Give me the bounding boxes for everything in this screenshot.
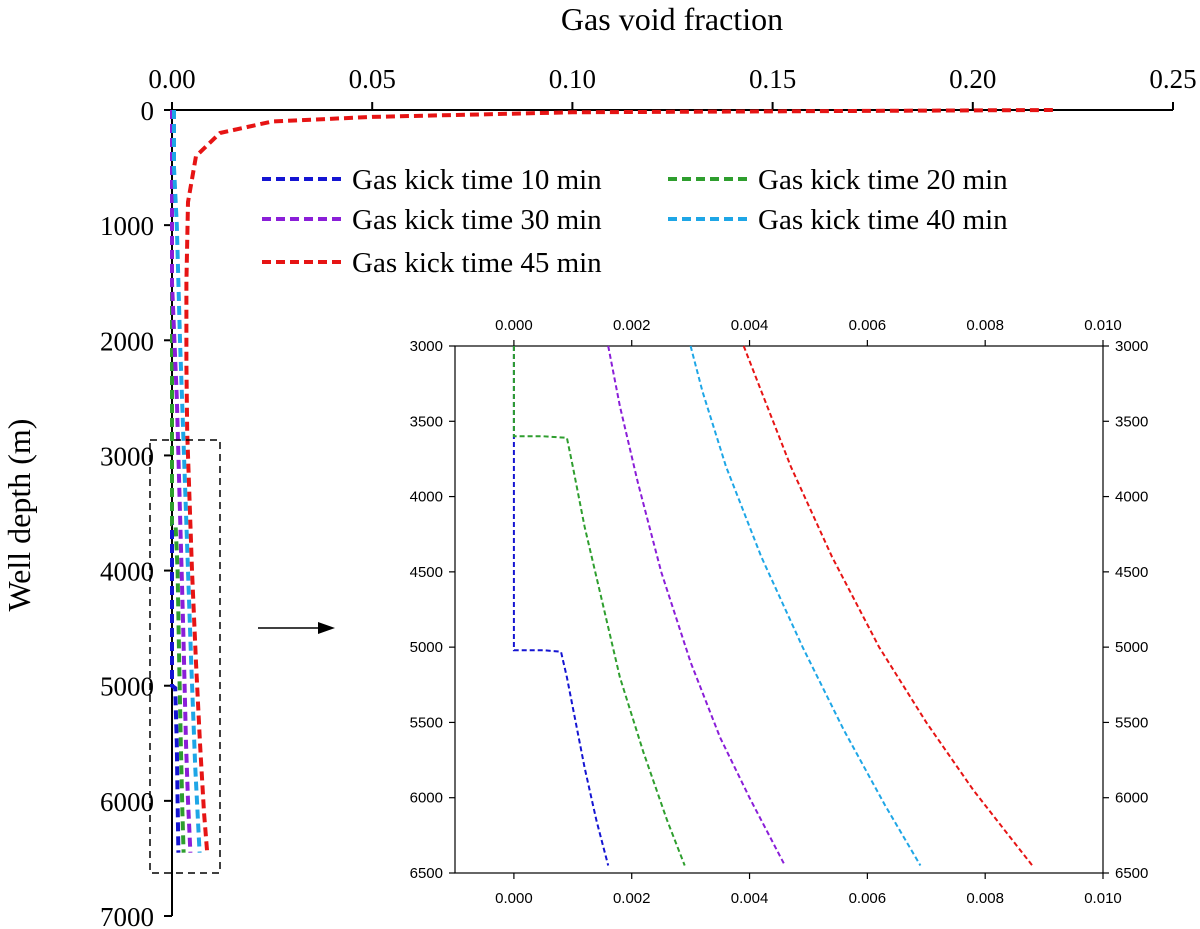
inset-top-x-tick-label: 0.000 — [495, 317, 533, 334]
inset-right-y-tick-label: 6500 — [1115, 865, 1148, 882]
inset-left-y-tick-label: 4000 — [410, 489, 443, 506]
inset-series-line — [689, 345, 922, 867]
main-series-line — [170, 110, 193, 853]
inset-top-x-tick-label: 0.010 — [1084, 317, 1122, 334]
inset-series-line — [607, 345, 786, 866]
legend-label: Gas kick time 40 min — [758, 204, 1008, 236]
inset-series-line — [742, 345, 1034, 867]
main-x-tick-label: 0.10 — [549, 64, 596, 94]
inset-series-line — [512, 346, 610, 866]
legend-label: Gas kick time 30 min — [352, 204, 602, 236]
inset-right-y-tick-label: 5500 — [1115, 714, 1148, 731]
inset-right-y-tick-label: 4500 — [1115, 564, 1148, 581]
main-y-tick-label: 3000 — [100, 441, 154, 471]
legend-label: Gas kick time 45 min — [352, 247, 602, 279]
inset-right-y-tick-label: 3500 — [1115, 413, 1148, 430]
main-series-line — [172, 110, 202, 853]
inset-left-y-tick-label: 6000 — [410, 790, 443, 807]
inset-bottom-x-tick-label: 0.000 — [495, 890, 533, 907]
inset-left-y-tick-label: 3000 — [410, 338, 443, 355]
legend-label: Gas kick time 10 min — [352, 164, 602, 196]
inset-top-x-tick-label: 0.006 — [849, 317, 887, 334]
inset-bottom-x-tick-label: 0.008 — [966, 890, 1004, 907]
inset-series — [512, 345, 1034, 867]
inset-left-y-tick-label: 6500 — [410, 865, 443, 882]
inset-bottom-x-tick-label: 0.010 — [1084, 890, 1122, 907]
main-series-line — [170, 110, 186, 853]
inset-left-y-tick-label: 5500 — [410, 714, 443, 731]
main-y-axis-title: Well depth (m) — [1, 419, 37, 612]
main-series — [170, 108, 1053, 853]
legend: Gas kick time 10 min Gas kick time 20 min… — [262, 164, 1008, 279]
main-series-line — [170, 110, 181, 853]
main-y-tick-label: 0 — [141, 96, 155, 126]
inset-plot-area — [454, 345, 1104, 874]
inset-chart: 0.000 0.000 0.002 0.002 0.004 0.004 0.006 0.006… — [410, 317, 1149, 907]
inset-right-y-tick-label: 4000 — [1115, 489, 1148, 506]
inset-right-y-tick-label: 3000 — [1115, 338, 1148, 355]
main-axes: 0.00 0.05 0.10 0.15 0.20 0.25 0 1000 2000 3000 400… — [100, 64, 1197, 929]
main-y-tick-label: 1000 — [100, 211, 154, 241]
inset-top-x-tick-label: 0.008 — [966, 317, 1004, 334]
main-x-axis-title: Gas void fraction — [561, 1, 783, 37]
inset-left-y-tick-label: 5000 — [410, 639, 443, 656]
main-y-tick-label: 6000 — [100, 787, 154, 817]
inset-bottom-x-tick-label: 0.002 — [613, 890, 651, 907]
legend-label: Gas kick time 20 min — [758, 164, 1008, 196]
zoom-arrow — [258, 622, 335, 634]
main-x-tick-label: 0.25 — [1149, 64, 1196, 94]
inset-bottom-x-tick-label: 0.004 — [731, 890, 769, 907]
inset-series-line — [512, 346, 686, 866]
main-series-line — [184, 108, 1053, 853]
main-x-tick-label: 0.20 — [949, 64, 996, 94]
main-x-tick-label: 0.00 — [148, 64, 195, 94]
main-x-tick-label: 0.15 — [749, 64, 796, 94]
inset-axes: 0.000 0.000 0.002 0.002 0.004 0.004 0.006 0.006… — [410, 317, 1149, 907]
main-y-tick-label: 2000 — [100, 326, 154, 356]
inset-left-y-tick-label: 4500 — [410, 564, 443, 581]
inset-right-y-tick-label: 6000 — [1115, 790, 1148, 807]
inset-top-x-tick-label: 0.002 — [613, 317, 651, 334]
main-x-tick-label: 0.05 — [349, 64, 396, 94]
main-y-tick-label: 4000 — [100, 557, 154, 587]
inset-right-y-tick-label: 5000 — [1115, 639, 1148, 656]
inset-left-y-tick-label: 3500 — [410, 413, 443, 430]
main-y-tick-label: 5000 — [100, 672, 154, 702]
inset-top-x-tick-label: 0.004 — [731, 317, 769, 334]
main-y-tick-label: 7000 — [100, 902, 154, 929]
inset-bottom-x-tick-label: 0.006 — [849, 890, 887, 907]
